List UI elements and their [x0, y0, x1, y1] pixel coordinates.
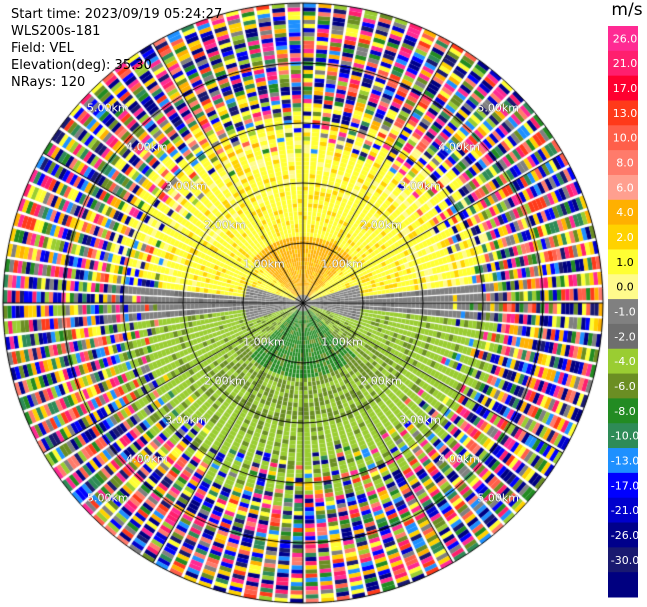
range-ring-label: 1.00km: [321, 335, 363, 349]
colorbar-tick-label: -26.0: [611, 529, 639, 542]
colorbar-tick-label: -2.0: [614, 330, 635, 343]
colorbar-swatch: [608, 448, 638, 474]
range-ring-label: 3.00km: [165, 413, 207, 427]
colorbar-tick-label: 6.0: [616, 181, 634, 194]
colorbar-swatch: [608, 423, 638, 449]
colorbar-tick-label: 1.0: [616, 256, 634, 269]
colorbar-tick-label: 17.0: [613, 82, 638, 95]
range-ring-label: 5.00km: [87, 101, 129, 115]
colorbar-tick-label: -4.0: [614, 355, 635, 368]
colorbar-swatch: [608, 472, 638, 499]
colorbar-swatch: [608, 373, 638, 399]
colorbar-tick-label: -21.0: [611, 504, 639, 517]
range-ring-label: 1.00km: [243, 257, 285, 271]
range-ring-label: 2.00km: [204, 218, 246, 232]
colorbar-tick-label: 2.0: [616, 231, 634, 244]
range-ring-label: 2.00km: [360, 374, 402, 388]
range-ring-label: 3.00km: [165, 179, 207, 193]
start-time-label: Start time: 2023/09/19 05:24:27: [11, 7, 223, 22]
colorbar-swatch: [608, 274, 638, 300]
range-ring-label: 5.00km: [477, 491, 519, 505]
elevation-label: Elevation(deg): 35.30: [11, 58, 152, 73]
range-ring-label: 4.00km: [126, 140, 168, 154]
colorbar-tick-label: 0.0: [616, 281, 634, 294]
colorbar-swatch: [608, 249, 638, 275]
colorbar-tick-label: 4.0: [616, 206, 634, 219]
range-ring-label: 3.00km: [399, 179, 441, 193]
plot-info: Start time: 2023/09/19 05:24:27 WLS200s-…: [11, 6, 222, 91]
colorbar-swatch: [608, 522, 638, 548]
range-ring-label: 3.00km: [399, 413, 441, 427]
colorbar-swatch: [608, 150, 638, 176]
colorbar-tick-label: 21.0: [613, 57, 638, 70]
ppi-plot: [0, 0, 607, 607]
colorbar-swatch: [608, 125, 638, 151]
colorbar-swatch: [608, 199, 638, 226]
range-ring-label: 4.00km: [126, 452, 168, 466]
colorbar-tick-label: 8.0: [616, 157, 634, 170]
colorbar-swatch: [608, 299, 638, 325]
range-ring-label: 2.00km: [360, 218, 402, 232]
instrument-label: WLS200s-181: [11, 24, 101, 39]
colorbar-swatch: [608, 26, 638, 52]
nrays-label: NRays: 120: [11, 75, 86, 90]
colorbar-tick-label: 13.0: [613, 107, 638, 120]
colorbar-tick-label: -6.0: [614, 380, 635, 393]
colorbar-swatch: [608, 75, 638, 101]
colorbar-swatch: [608, 50, 638, 77]
colorbar-tick-label: 10.0: [613, 132, 638, 145]
colorbar-swatch: [608, 348, 638, 375]
colorbar-tick-label: -8.0: [614, 405, 635, 418]
colorbar-tick-label: -17.0: [611, 479, 639, 492]
colorbar-tick-label: -30.0: [611, 554, 639, 567]
colorbar-swatch: [608, 100, 638, 126]
range-ring-label: 5.00km: [87, 491, 129, 505]
colorbar-unit: m/s: [611, 0, 643, 20]
colorbar-tick-label: -13.0: [611, 454, 639, 467]
colorbar-swatch: [608, 174, 638, 201]
range-ring-label: 1.00km: [321, 257, 363, 271]
colorbar-swatch: [608, 497, 638, 524]
range-ring-label: 4.00km: [438, 452, 480, 466]
colorbar-tick-label: -1.0: [614, 306, 635, 319]
colorbar-tick-label: 26.0: [613, 32, 638, 45]
colorbar-swatch: [608, 547, 638, 573]
range-ring-label: 4.00km: [438, 140, 480, 154]
field-label: Field: VEL: [11, 41, 74, 56]
colorbar-swatch: [608, 398, 638, 424]
colorbar-swatch: [608, 572, 638, 598]
colorbar-swatch: [608, 323, 638, 350]
range-ring-label: 1.00km: [243, 335, 285, 349]
range-ring-label: 2.00km: [204, 374, 246, 388]
colorbar-swatch: [608, 224, 638, 250]
colorbar-tick-label: -10.0: [611, 430, 639, 443]
range-ring-label: 5.00km: [477, 101, 519, 115]
